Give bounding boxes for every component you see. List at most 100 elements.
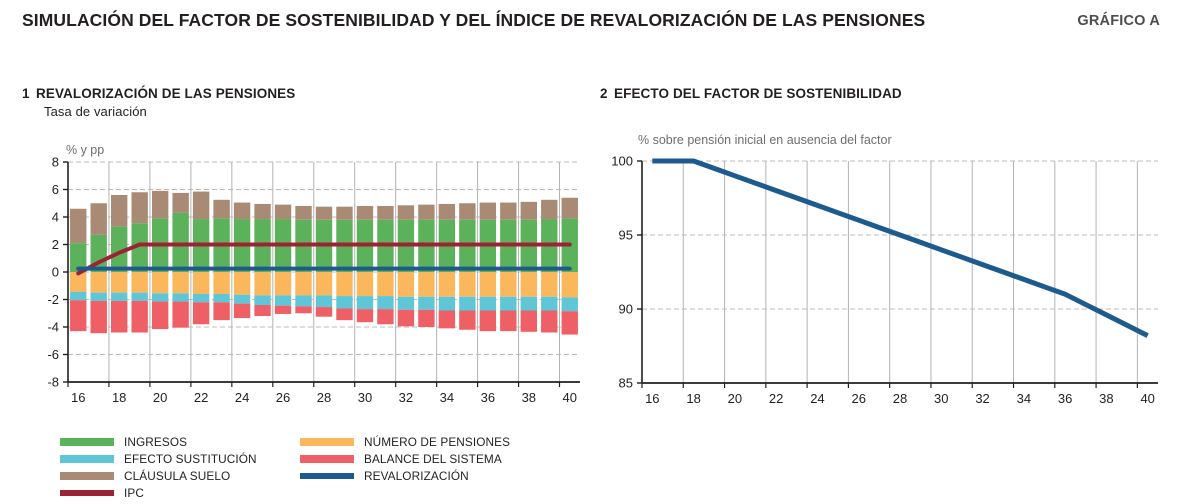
bar-segment — [274, 295, 292, 306]
panel-1-chart: -8 -6 -4 -2 0 2 4 6 8 16 18 20 22 24 26 28 30 32 34 36 38 40 — [22, 154, 592, 414]
x-tick-label: 26 — [851, 391, 865, 406]
y-tick-label: -8 — [47, 375, 59, 390]
bar-segment — [418, 296, 435, 310]
bar-segment — [356, 296, 374, 310]
bar-segment — [479, 272, 497, 297]
y-tick-label: 0 — [52, 265, 59, 280]
bar-segment — [377, 296, 394, 310]
bar-segment — [233, 272, 251, 295]
legend-item: REVALORIZACIÓN — [300, 468, 510, 484]
bar-segment — [151, 293, 169, 302]
x-tick-label: 16 — [645, 391, 659, 406]
y-tick-label: 90 — [619, 302, 633, 317]
x-tick-label: 26 — [276, 390, 290, 405]
bar-segment — [233, 303, 251, 319]
bar-segment — [315, 307, 333, 317]
bar-segment — [70, 208, 87, 244]
legend-swatch — [60, 455, 114, 463]
bar-segment — [356, 206, 374, 220]
panel-2-number: 2 — [600, 86, 608, 101]
figure-reference: GRÁFICO A — [1077, 13, 1160, 29]
bar-segment — [397, 205, 415, 220]
x-tick-label: 18 — [112, 390, 126, 405]
bar-segment — [111, 195, 128, 227]
bar-segment — [377, 272, 394, 297]
line-chart-svg: 85 90 95 100 16 18 20 22 24 26 28 30 32 34 36 38 40 — [611, 154, 1158, 406]
bar-segment — [295, 272, 312, 296]
bar-segment — [336, 308, 353, 321]
bar-segment — [274, 204, 292, 220]
bar-segment — [479, 202, 497, 220]
x-tick-label: 36 — [1058, 391, 1072, 406]
bar-segment — [295, 306, 312, 314]
bar-segment — [213, 294, 230, 303]
legend-label: EFECTO SUSTITUCIÓN — [124, 452, 257, 466]
x-tick-label: 30 — [358, 390, 372, 405]
legend-swatch — [60, 490, 114, 496]
bar-segment — [438, 310, 456, 329]
bar-segment — [418, 204, 435, 220]
bar-segment — [70, 243, 87, 272]
legend-label: REVALORIZACIÓN — [364, 469, 469, 483]
y-tick-label: 4 — [52, 210, 59, 225]
bar-segment — [295, 295, 312, 307]
bar-segment — [90, 292, 107, 301]
bar-segment — [233, 294, 251, 304]
bar-segment — [356, 309, 374, 323]
x-tick-label: 30 — [934, 391, 948, 406]
bar-segment — [90, 272, 107, 293]
bar-segment — [213, 199, 230, 219]
legend-item: EFECTO SUSTITUCIÓN — [60, 451, 257, 467]
bar-segment — [111, 226, 128, 272]
bar-segment — [561, 297, 578, 312]
chart-2-group: 85 90 95 100 16 18 20 22 24 26 28 30 32 34 36 38 40 — [611, 154, 1158, 406]
y-tick-label: 6 — [52, 182, 59, 197]
bar-segment — [295, 206, 312, 220]
bar-segment — [541, 199, 558, 220]
bar-segment — [561, 311, 578, 335]
x-tick-label: 38 — [522, 390, 536, 405]
x-tick-label: 24 — [810, 391, 824, 406]
x-tick-label: 16 — [71, 390, 85, 405]
bar-segment — [111, 272, 128, 293]
bar-segment — [131, 223, 148, 272]
bar-segment — [254, 203, 271, 220]
bar-segment — [254, 305, 271, 316]
bar-segment — [397, 296, 415, 310]
legend-item: INGRESOS — [60, 434, 257, 450]
x-tick-label: 34 — [440, 390, 454, 405]
bar-segment — [438, 203, 456, 220]
bar-segment — [418, 309, 435, 327]
x-tick-label: 38 — [1099, 391, 1113, 406]
series-line — [652, 158, 1149, 338]
panel-2-heading: 2 EFECTO DEL FACTOR DE SOSTENIBILIDAD — [600, 86, 1170, 101]
panel-2-title: EFECTO DEL FACTOR DE SOSTENIBILIDAD — [614, 86, 902, 101]
panel-1-heading: 1 REVALORIZACIÓN DE LAS PENSIONES — [22, 86, 592, 101]
x-tick-label: 28 — [317, 390, 331, 405]
bar-segment — [131, 292, 148, 301]
x-tick-label: 20 — [728, 391, 742, 406]
panel-1-number: 1 — [22, 86, 30, 101]
x-tick-label: 32 — [399, 390, 413, 405]
bar-segment — [520, 201, 537, 220]
bar-segment — [274, 305, 292, 314]
bar-segment — [192, 272, 210, 294]
bar-segment — [172, 212, 189, 272]
bar-segment — [500, 296, 517, 311]
legend-swatch — [60, 438, 114, 446]
bar-segment — [541, 296, 558, 311]
bar-segment — [315, 206, 333, 220]
bar-segment — [172, 192, 189, 213]
bar-segment — [254, 295, 271, 305]
panel-1-title: REVALORIZACIÓN DE LAS PENSIONES — [36, 86, 296, 101]
bar-segment — [131, 272, 148, 293]
bar-segment — [500, 202, 517, 220]
bar-segment — [520, 296, 537, 311]
y-tick-label: 85 — [619, 376, 633, 391]
bar-segment — [315, 272, 333, 296]
bar-segment — [336, 206, 353, 220]
bar-segment — [131, 192, 148, 224]
bar-segment — [172, 301, 189, 328]
